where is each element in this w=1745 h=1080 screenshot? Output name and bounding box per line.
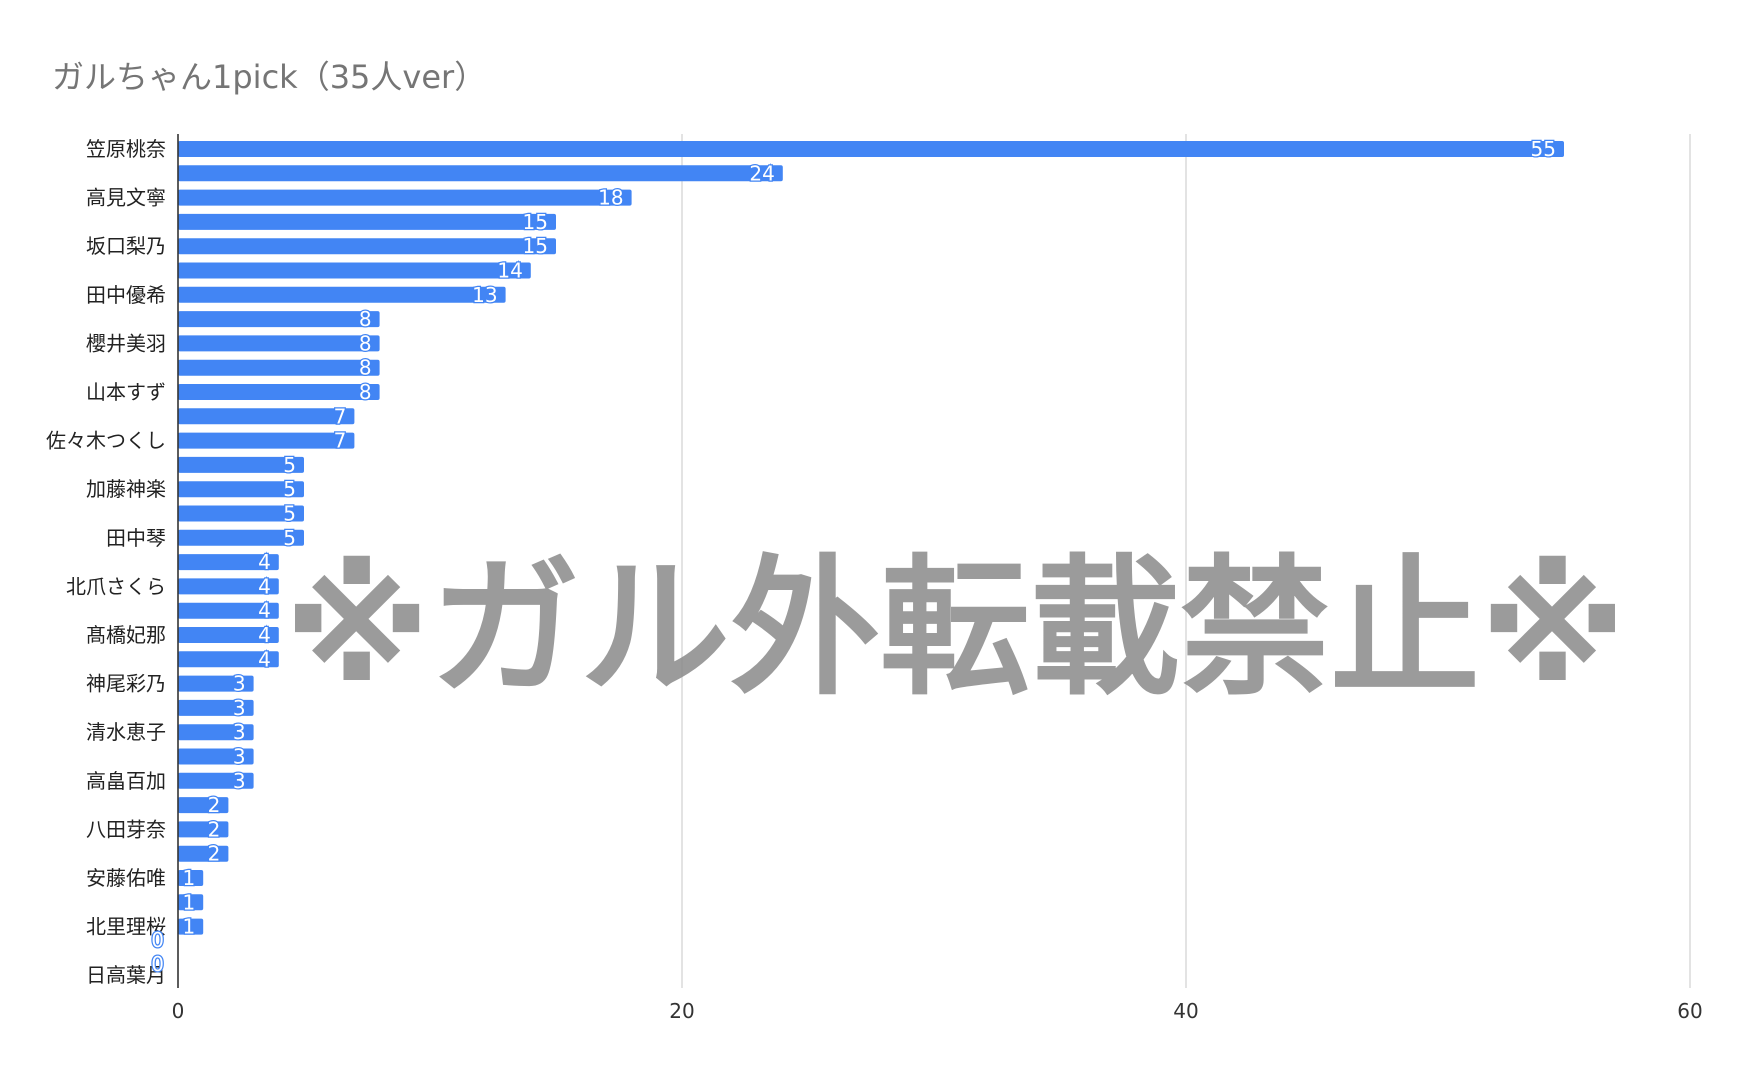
data-label: 4 [258,647,271,671]
x-tick-label: 0 [172,999,185,1023]
bar [178,165,783,182]
category-label: 田中琴 [106,526,166,550]
data-label: 1 [182,890,195,914]
data-label: 2 [208,793,221,817]
bar [178,335,380,352]
category-label: 八田芽奈 [86,817,166,841]
bar [178,529,304,546]
data-label: 14 [497,259,522,283]
bar [178,797,229,814]
category-label: 神尾彩乃 [86,672,166,696]
bar [178,262,531,279]
data-label: 18 [598,186,623,210]
bar [178,554,279,571]
data-label: 13 [472,283,497,307]
bar [178,870,204,886]
data-label: 3 [233,769,246,793]
bar [178,821,229,838]
data-label: 15 [523,234,548,258]
data-label: 8 [359,356,372,380]
bar [178,675,254,692]
bar [178,578,279,595]
bar [178,602,279,619]
watermark: ※ガル外転載禁止※ [284,542,1626,716]
bar [178,918,204,935]
data-label: 3 [233,720,246,744]
data-label: 5 [283,453,296,477]
bar [178,213,556,230]
category-label: 髙橋妃那 [86,623,166,647]
bar [178,456,304,473]
bar [178,286,506,303]
data-label: 7 [334,404,347,428]
x-tick-label: 20 [669,999,694,1023]
bar [178,772,254,789]
data-label: 4 [258,599,271,623]
data-label: 1 [182,915,195,939]
x-tick-label: 40 [1173,999,1198,1023]
category-label: 高見文寧 [86,186,166,210]
data-label: 55 [1531,137,1556,161]
category-label: 日高葉月 [86,963,166,987]
category-label: 北爪さくら [66,574,166,598]
data-label: 5 [283,502,296,526]
watermark-text: ※ガル外転載禁止※ [284,542,1626,716]
data-label: 4 [258,623,271,647]
bar [178,505,304,522]
bar [178,699,254,716]
bar [178,651,279,668]
chart-title: ガルちゃん1pick（35人ver） [52,58,487,96]
category-label: 高畠百加 [86,769,166,793]
data-label: 3 [233,672,246,696]
bar [178,724,254,741]
x-tick-label: 60 [1677,999,1702,1023]
data-label: 0 [151,928,164,952]
category-label: 櫻井美羽 [86,331,166,355]
category-label: 安藤佑唯 [86,866,166,890]
data-label: 8 [359,331,372,355]
bar [178,481,304,498]
data-label: 1 [182,866,195,890]
data-label: 4 [258,574,271,598]
data-label: 0 [151,952,164,976]
data-label: 3 [233,696,246,720]
category-label: 坂口梨乃 [86,234,166,258]
data-label: 8 [359,380,372,404]
bar [178,384,380,400]
axes: 0 20 40 60笠原桃奈高見文寧坂口梨乃田中優希櫻井美羽山本すず佐々木つくし加藤神… [46,134,1703,1023]
bar [178,189,632,206]
bar [178,141,1564,157]
data-label: 5 [283,477,296,501]
bar [178,845,229,862]
bar [178,238,556,255]
bar [178,311,380,328]
bar [178,894,204,911]
data-label: 24 [749,161,774,185]
data-label: 5 [283,526,296,550]
data-label: 7 [334,429,347,453]
data-label: 3 [233,745,246,769]
category-label: 加藤神楽 [86,477,166,501]
data-label: 8 [359,307,372,331]
category-label: 田中優希 [86,283,166,307]
data-labels: 5524181515141388887755554444433333222111… [150,136,1557,978]
data-label: 4 [258,550,271,574]
data-label: 15 [523,210,548,234]
bar [178,432,355,449]
gridlines [681,134,1691,988]
bar [178,359,380,376]
data-label: 2 [208,842,221,866]
bars [178,141,1564,935]
category-label: 清水恵子 [86,720,166,744]
category-label: 山本すず [86,380,166,404]
category-label: 北里理桜 [86,915,166,939]
data-label: 2 [208,817,221,841]
category-label: 佐々木つくし [46,429,166,453]
bar [178,748,254,765]
bar [178,408,355,425]
category-label: 笠原桃奈 [86,137,166,161]
bar [178,627,279,643]
